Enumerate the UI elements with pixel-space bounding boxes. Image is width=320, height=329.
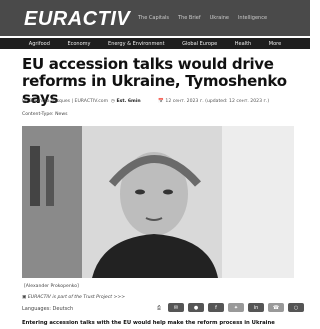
share-buttons: ⎙ ✉ ● f ✦ in ☎ ○ (154, 303, 304, 312)
more-button[interactable]: ○ (288, 303, 304, 312)
trust-text[interactable]: EURACTIV is part of the Trust Project >>… (28, 295, 125, 300)
nav-item[interactable]: Health (235, 41, 251, 47)
read-time: Est. 6min (116, 99, 140, 104)
article-lead: Entering accession talks with the EU wou… (22, 320, 275, 326)
top-link[interactable]: Intelligence (238, 15, 267, 21)
top-links: The Capitals The Brief Ukraine Intelligence (138, 15, 276, 21)
nav-item[interactable]: Economy (67, 41, 90, 47)
top-link[interactable]: The Capitals (138, 15, 169, 21)
logo[interactable]: EURACTIV (24, 8, 130, 31)
facebook-button[interactable]: f (208, 303, 224, 312)
author[interactable]: By Eleonora Vasques | EURACTIV.com (22, 99, 108, 104)
page: EURACTIV The Capitals The Brief Ukraine Int… (0, 0, 310, 329)
languages[interactable]: Languages: Deutsch (22, 306, 73, 312)
byline: By Eleonora Vasques | EURACTIV.com ◷ Est… (22, 99, 269, 104)
nav-bar: Agrifood Economy Energy & Environment Gl… (0, 38, 310, 49)
whatsapp-button[interactable]: ☎ (268, 303, 284, 312)
share-button[interactable]: ● (188, 303, 204, 312)
twitter-button[interactable]: ✦ (228, 303, 244, 312)
nav-item[interactable]: Agrifood (29, 41, 50, 47)
top-link[interactable]: Ukraine (210, 15, 229, 21)
date: 12 сент. 2023 г. (updated: 12 сент. 2023… (165, 99, 269, 104)
photo-caption: [Alexander Prokopenko] (24, 284, 79, 289)
nav-item[interactable]: Energy & Environment (108, 41, 165, 47)
linkedin-button[interactable]: in (248, 303, 264, 312)
print-button[interactable]: ⎙ (154, 303, 164, 312)
article-photo (22, 126, 294, 278)
trust-project[interactable]: ▣ EURACTIV is part of the Trust Project … (22, 295, 125, 300)
nav-item[interactable]: Global Europe (182, 41, 217, 47)
nav-item[interactable]: More (269, 41, 281, 47)
email-button[interactable]: ✉ (168, 303, 184, 312)
top-link[interactable]: The Brief (178, 15, 201, 21)
content-type: Content-Type: News (22, 112, 67, 117)
